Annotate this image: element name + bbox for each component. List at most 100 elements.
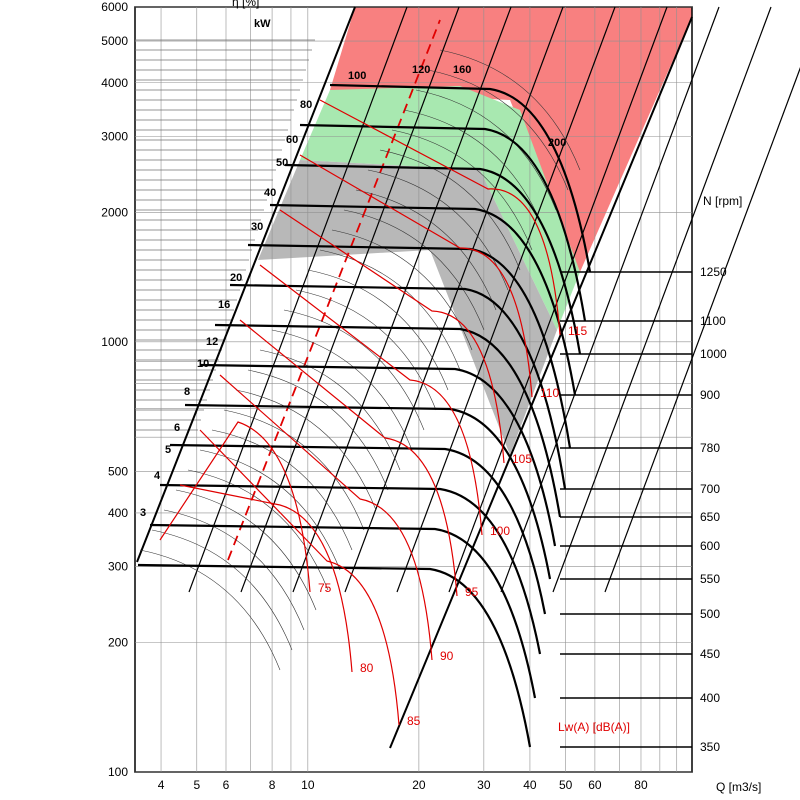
speed-curve <box>169 443 547 615</box>
y-tick-label: 5000 <box>101 34 128 48</box>
noise-curve <box>159 421 311 593</box>
noise-label: 80 <box>360 661 374 675</box>
speed-curve <box>329 83 592 273</box>
speed-axis: 1250 1100 1000 900 780 700 650 600 550 500 450 400 3… <box>560 265 727 754</box>
thin-curve <box>379 149 521 271</box>
noise-curve <box>219 374 433 661</box>
speed-curve <box>247 243 572 449</box>
noise-label: 95 <box>465 585 479 599</box>
speed-tick-label: 780 <box>700 441 720 455</box>
power-label: 60 <box>286 134 298 146</box>
power-label: 8 <box>184 386 190 398</box>
efficiency-line <box>396 6 616 593</box>
efficiency-line <box>292 6 512 593</box>
thin-curve <box>391 129 533 251</box>
speed-tick-label: 400 <box>700 691 720 705</box>
efficiency-line <box>344 6 564 593</box>
x-tick-label: 60 <box>588 778 602 792</box>
thin-curve <box>235 389 377 511</box>
speed-curve <box>137 563 532 748</box>
thin-curve <box>223 409 365 531</box>
x-tick-label: 4 <box>158 778 165 792</box>
speed-curve <box>199 363 557 547</box>
y-tick-label: 200 <box>108 635 128 649</box>
noise-label: 110 <box>540 386 559 400</box>
speed-tick-label: 1250 <box>700 265 727 279</box>
speed-tick-label: 550 <box>700 572 720 586</box>
speed-curves <box>137 83 592 748</box>
speed-curve <box>214 323 562 518</box>
x-tick-label: 20 <box>412 778 426 792</box>
noise-curve <box>279 209 505 464</box>
thin-curve <box>307 269 449 391</box>
thin-curve <box>439 49 581 171</box>
noise-label: 85 <box>407 714 421 728</box>
y-tick-label: 100 <box>108 765 128 779</box>
noise-label: 75 <box>318 581 332 595</box>
power-label: 160 <box>453 64 471 76</box>
axis-labels: 100 200 300 400 500 1000 2000 3000 4000 5000 6000 4… <box>101 0 648 792</box>
power-label: 3 <box>140 507 146 519</box>
speed-tick-label: 600 <box>700 539 720 553</box>
power-label: 6 <box>174 422 180 434</box>
speed-tick-label: 350 <box>700 740 720 754</box>
speed-tick-label: 700 <box>700 482 720 496</box>
zone-red <box>330 7 692 272</box>
thin-curve <box>403 109 545 231</box>
power-label: 12 <box>206 336 218 348</box>
x-tick-label: 8 <box>269 778 276 792</box>
thin-curve <box>295 289 437 411</box>
power-label: 4 <box>154 470 161 482</box>
efficiency-line <box>500 6 720 593</box>
speed-curve <box>299 123 587 322</box>
x-tick-label: 30 <box>477 778 491 792</box>
x-tick-label: 6 <box>223 778 230 792</box>
noise-curve <box>179 484 353 673</box>
speed-tick-label: 1000 <box>700 347 727 361</box>
thin-curve <box>319 249 461 371</box>
grid <box>134 6 693 773</box>
thin-curve <box>271 329 413 451</box>
power-label: 30 <box>251 221 263 233</box>
speed-tick-label: 450 <box>700 647 720 661</box>
noise-curve <box>259 264 483 536</box>
speed-axis-label: N [rpm] <box>703 194 742 208</box>
efficiency-axis-label: η [%] <box>232 0 259 9</box>
speed-curve <box>159 483 542 655</box>
speed-curve <box>269 203 577 396</box>
y-tick-label: 3000 <box>101 130 128 144</box>
thin-curve <box>343 209 485 331</box>
power-label: 50 <box>276 157 288 169</box>
y-tick-label: 6000 <box>101 0 128 14</box>
speed-curve <box>184 403 552 580</box>
noise-curve <box>199 429 400 726</box>
thin-curve <box>139 549 281 671</box>
x-tick-label: 50 <box>559 778 573 792</box>
noise-label: 90 <box>440 649 454 663</box>
thin-curve <box>199 449 341 571</box>
power-label: 10 <box>197 358 209 370</box>
noise-label: 100 <box>490 524 510 538</box>
noise-curve <box>239 319 458 597</box>
noise-label: 105 <box>512 452 532 466</box>
noise-curve <box>319 99 561 336</box>
y-tick-label: 500 <box>108 464 128 478</box>
power-label: 100 <box>348 70 366 82</box>
power-label: 40 <box>264 187 276 199</box>
y-tick-label: 4000 <box>101 76 128 90</box>
speed-tick-label: 500 <box>700 607 720 621</box>
y-tick-label: 400 <box>108 506 128 520</box>
power-label: 200 <box>548 137 566 149</box>
power-label: 5 <box>165 444 171 456</box>
thin-curve <box>415 89 557 211</box>
zone-green <box>300 86 580 330</box>
efficiency-line <box>604 67 800 593</box>
efficiency-line <box>552 6 772 593</box>
noise-legend-label: Lw(A) [dB(A)] <box>558 720 630 734</box>
thin-curve <box>247 369 389 491</box>
speed-curve <box>149 523 537 699</box>
thin-curve <box>163 509 305 631</box>
thin-curve <box>151 529 293 651</box>
